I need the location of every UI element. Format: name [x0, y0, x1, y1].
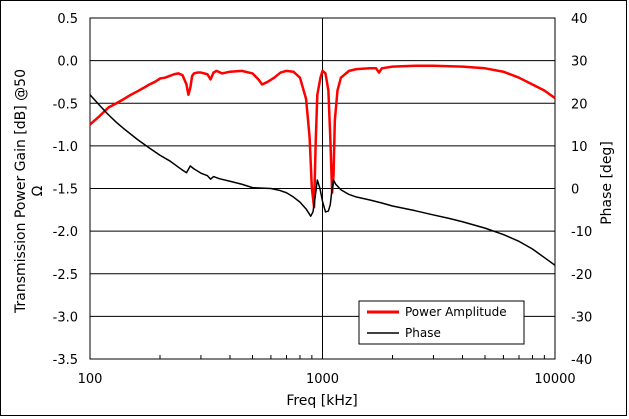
series-line-phase — [89, 94, 556, 266]
x-axis-title: Freq [kHz] — [286, 393, 357, 409]
y-tick-label: -2.0 — [53, 225, 78, 240]
x-tick-label: 1000 — [306, 372, 339, 387]
y-tick-label: -3.0 — [53, 310, 78, 325]
y-tick-label: 0.0 — [57, 55, 78, 70]
legend-label-phase: Phase — [405, 326, 441, 340]
y-axis-title: Transmission Power Gain [dB] @50 Ω — [13, 69, 46, 314]
legend: Power Amplitude Phase — [358, 300, 525, 345]
y2-tick-label: -40 — [571, 353, 592, 368]
y2-tick-label: 0 — [571, 183, 579, 198]
y2-tick-label: -10 — [571, 225, 592, 240]
y-axis-title-line-2: Ω — [30, 185, 46, 196]
plot-area — [89, 17, 556, 360]
y-tick-label: -2.5 — [53, 268, 78, 283]
y2-tick-label: 30 — [571, 55, 588, 70]
y2-tick-label: 40 — [571, 12, 588, 27]
y-tick-label: -1.5 — [53, 183, 78, 198]
grid-lines — [90, 18, 555, 359]
series-line-power-amplitude — [89, 64, 556, 209]
y-tick-label: -0.5 — [53, 97, 78, 112]
y2-tick-label: 20 — [571, 97, 588, 112]
y2-tick-label: -20 — [571, 268, 592, 283]
legend-label-power-amplitude: Power Amplitude — [405, 305, 507, 319]
y-axis-title-line-1: Transmission Power Gain [dB] @50 — [13, 69, 29, 314]
legend-box — [358, 300, 525, 345]
tick-labels: 0.5 0.0 -0.5 -1.0 -1.5 -2.0 -2.5 -3.0 -3.5 40 30 20… — [53, 12, 593, 387]
y-tick-label: 0.5 — [57, 12, 78, 27]
x-tick-label: 100 — [78, 372, 103, 387]
y-tick-label: -1.0 — [53, 140, 78, 155]
y2-tick-label: 10 — [571, 140, 588, 155]
y-tick-label: -3.5 — [53, 353, 78, 368]
y2-axis-title: Phase [deg] — [599, 141, 615, 225]
series-group — [89, 64, 556, 266]
y2-tick-label: -30 — [571, 310, 592, 325]
x-tick-label: 10000 — [534, 372, 575, 387]
